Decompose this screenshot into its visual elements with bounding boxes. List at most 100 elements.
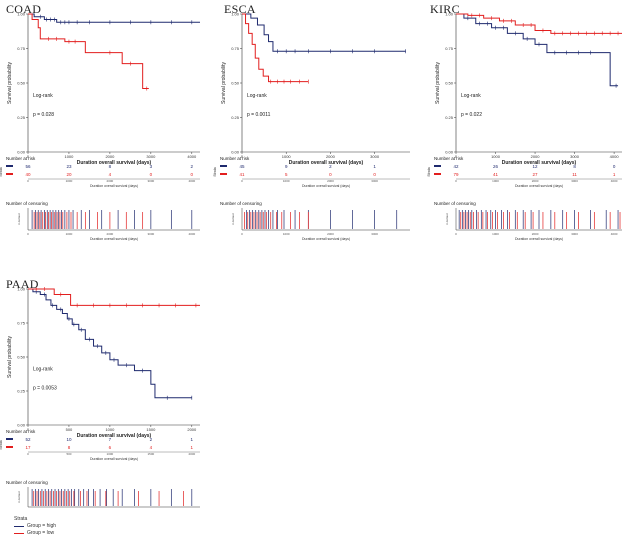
risk-count-high: 8 (573, 164, 576, 169)
y-tick-label: 0.50 (445, 81, 454, 86)
risk-x-tick-label: 4000 (188, 179, 195, 183)
legend-title: Strata (14, 516, 28, 522)
risk-x-tick-label: 3000 (371, 179, 378, 183)
km-chart-coad: 0.00 0.25 0.50 0.75 1.00 Survival probability… (0, 12, 200, 241)
x-tick-label: 2000 (531, 154, 541, 159)
risk-count-high: 0 (613, 164, 616, 169)
censor-x-tick-label: 0 (455, 232, 457, 236)
risk-count-low: 40 (25, 172, 31, 177)
risk-count-low: 0 (329, 172, 332, 177)
risk-count-high: 7 (109, 437, 112, 442)
risk-strata-label: Strata (427, 167, 431, 176)
risk-count-low: 6 (109, 445, 112, 450)
panel-kirc: KIRC 0.00 0.25 0.50 0.75 1.00 Survival probab… (420, 0, 630, 250)
censor-x-tick-label: 1000 (283, 232, 290, 236)
km-chart-esca: 0.00 0.25 0.50 0.75 1.00 Survival probability… (213, 12, 410, 241)
censor-x-tick-label: 3000 (571, 232, 578, 236)
x-tick-label: 1000 (105, 427, 115, 432)
panel-paad: PAAD 0.00 0.25 0.50 0.75 1.00 Survival probab… (0, 275, 210, 518)
risk-count-high: 56 (25, 164, 31, 169)
risk-count-low: 4 (109, 172, 112, 177)
p-value-label: p = 0.028 (33, 112, 54, 118)
y-tick-label: 1.00 (17, 12, 26, 17)
risk-count-low: 17 (25, 445, 31, 450)
risk-count-low: 41 (239, 172, 245, 177)
panel-title: COAD (6, 2, 42, 16)
x-tick-label: 0 (27, 154, 30, 159)
risk-x-tick-label: 2000 (107, 179, 114, 183)
y-axis-label: Survival probability (7, 62, 13, 104)
logrank-label: Log-rank (247, 93, 267, 99)
x-axis-label: Duration overall survival (days) (289, 160, 364, 166)
x-tick-label: 4000 (610, 154, 620, 159)
y-tick-label: 0.50 (231, 81, 240, 86)
censor-x-tick-label: 4000 (188, 232, 195, 236)
x-tick-label: 0 (455, 154, 458, 159)
risk-count-high: 26 (493, 164, 499, 169)
survival-curve-high (456, 13, 619, 87)
risk-count-high: 2 (329, 164, 332, 169)
y-tick-label: 0.75 (17, 46, 26, 51)
risk-count-low: 5 (285, 172, 288, 177)
y-tick-label: 0.75 (17, 321, 26, 326)
risk-x-tick-label: 4000 (611, 179, 618, 183)
risk-count-low: 4 (150, 445, 153, 450)
risk-count-low: 0 (373, 172, 376, 177)
censor-x-tick-label: 4000 (611, 232, 618, 236)
y-axis-label: Survival probability (221, 62, 227, 104)
risk-row-swatch-high (220, 165, 227, 167)
panel-esca: ESCA 0.00 0.25 0.50 0.75 1.00 Survival probab… (210, 0, 420, 250)
censor-y-label: n.censor (17, 491, 21, 503)
risk-x-tick-label: 0 (241, 179, 243, 183)
risk-table-title: Number at risk (6, 429, 36, 434)
risk-x-axis-label: Duration overall survival (days) (302, 184, 350, 188)
risk-count-high: 3 (150, 164, 153, 169)
legend-item-high: Group = high (14, 523, 56, 530)
strata-legend: Strata Group = high Group = low (14, 516, 56, 537)
risk-x-axis-label: Duration overall survival (days) (90, 184, 138, 188)
censor-y-label: n.censor (17, 213, 21, 225)
censor-x-tick-label: 2000 (532, 232, 539, 236)
y-tick-label: 0.75 (231, 46, 240, 51)
risk-count-low: 1 (613, 172, 616, 177)
risk-row-swatch-low (434, 173, 441, 175)
censor-x-tick-label: 1000 (492, 232, 499, 236)
censor-x-axis-label: Duration overall survival (days) (302, 237, 350, 241)
risk-strata-label: Strata (213, 167, 217, 176)
survival-curve-low (456, 13, 622, 34)
risk-count-high: 12 (533, 164, 539, 169)
y-tick-label: 0.50 (17, 355, 26, 360)
km-chart-paad: 0.00 0.25 0.50 0.75 1.00 Survival probability… (0, 287, 200, 518)
risk-count-high: 10 (66, 437, 72, 442)
y-tick-label: 0.75 (445, 46, 454, 51)
risk-row-swatch-low (220, 173, 227, 175)
km-chart-kirc: 0.00 0.25 0.50 0.75 1.00 Survival probability… (427, 12, 622, 241)
legend-label-high: Group = high (27, 523, 57, 529)
y-tick-label: 1.00 (17, 287, 26, 292)
risk-table-title: Number at risk (220, 156, 250, 161)
y-tick-label: 0.00 (17, 150, 26, 155)
x-axis-label: Duration overall survival (days) (502, 160, 577, 166)
p-value-label: p = 0.0011 (247, 112, 271, 118)
risk-row-swatch-high (6, 165, 13, 167)
y-axis-label: Survival probability (435, 62, 441, 104)
x-tick-label: 3000 (570, 154, 580, 159)
censor-x-tick-label: 500 (66, 509, 71, 510)
x-axis-label: Duration overall survival (days) (77, 433, 152, 439)
risk-count-high: 2 (150, 437, 153, 442)
survival-curve-high (28, 288, 192, 399)
risk-count-high: 2 (191, 164, 194, 169)
risk-strata-label: Strata (0, 440, 3, 449)
logrank-label: Log-rank (33, 93, 53, 99)
y-axis-label: Survival probability (7, 336, 13, 378)
x-tick-label: 1000 (64, 154, 74, 159)
censor-x-tick-label: 2000 (188, 509, 195, 510)
risk-count-high: 1 (191, 437, 194, 442)
risk-x-tick-label: 1000 (107, 452, 114, 456)
x-tick-label: 2000 (105, 154, 115, 159)
censor-plot-title: Number of censoring (6, 201, 48, 206)
censor-x-tick-label: 2000 (327, 232, 334, 236)
risk-count-low: 79 (453, 172, 459, 177)
y-tick-label: 0.25 (17, 115, 26, 120)
panel-coad: COAD 0.00 0.25 0.50 0.75 1.00 Survival probab… (0, 0, 210, 250)
